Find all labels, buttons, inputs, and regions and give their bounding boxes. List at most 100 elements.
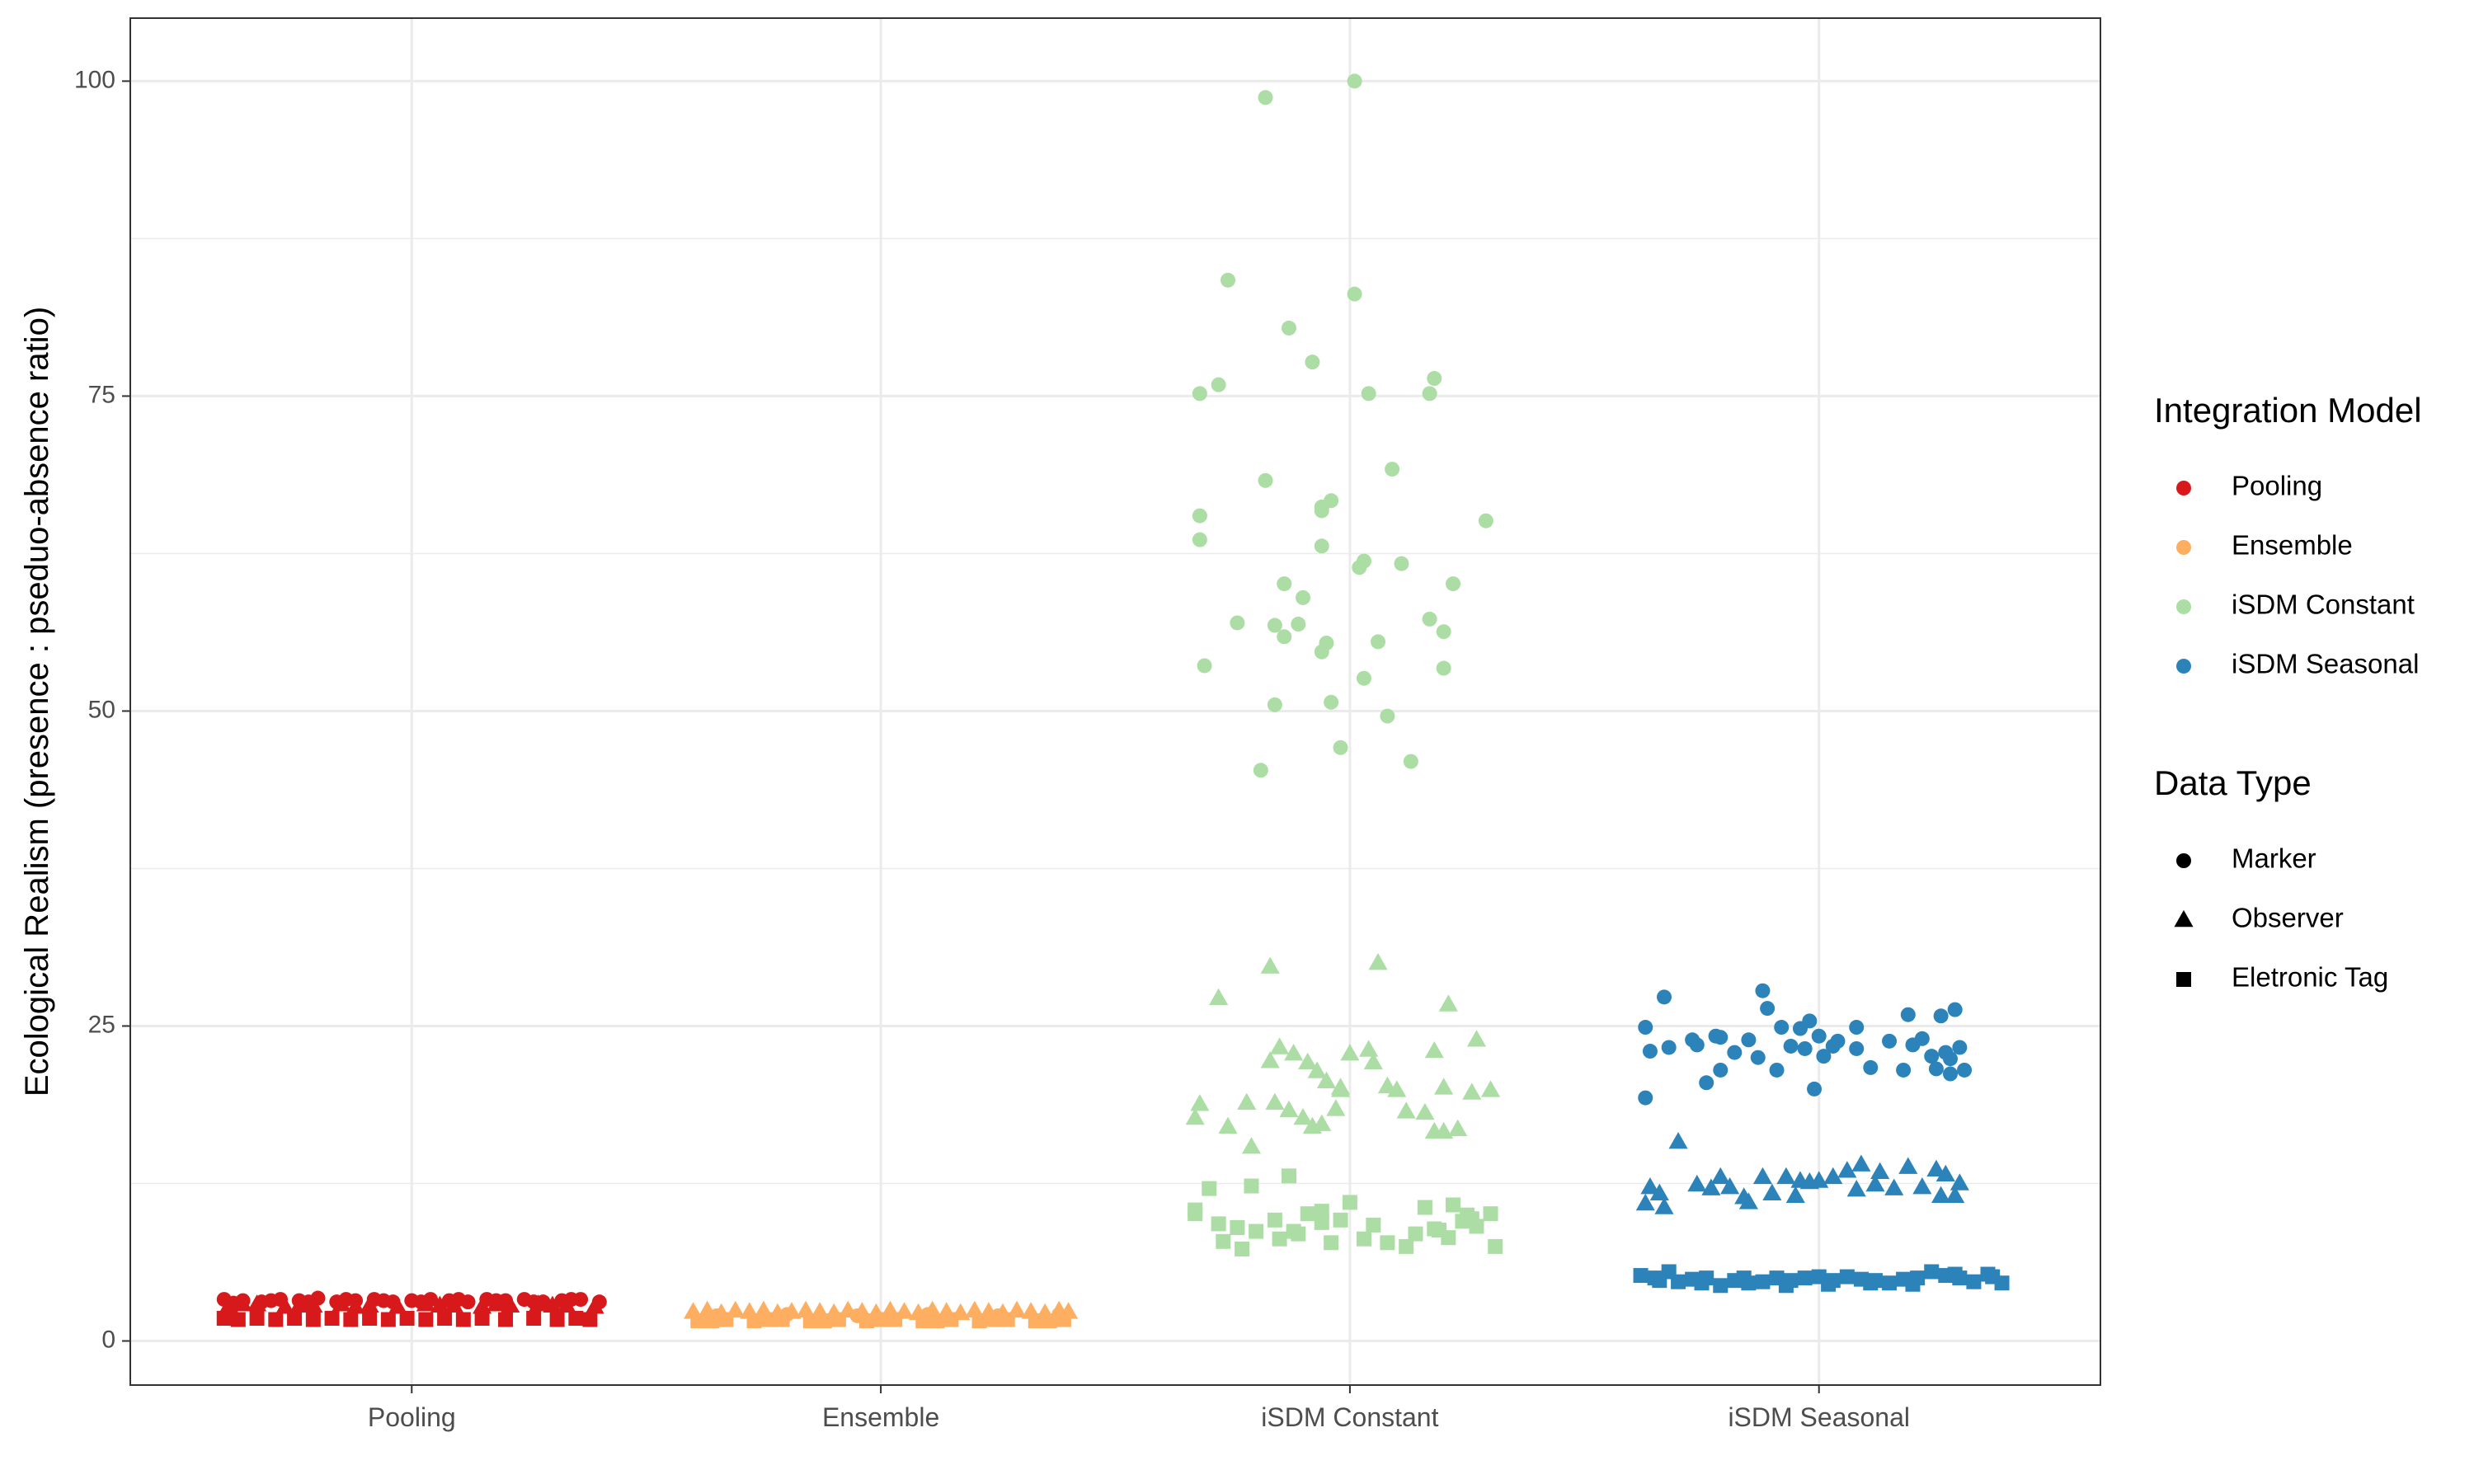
data-point (943, 1312, 959, 1327)
data-point (1424, 1040, 1444, 1059)
data-point (1671, 1274, 1686, 1289)
data-point (543, 1295, 562, 1313)
data-point (1865, 1174, 1885, 1192)
data-point (1785, 1186, 1805, 1204)
data-point (216, 1311, 232, 1327)
data-point (275, 1297, 295, 1314)
data-point (1837, 1161, 1857, 1178)
data-point (1912, 1176, 1932, 1195)
data-point (929, 1313, 945, 1329)
series-pooling-eletronic-tag (216, 1311, 598, 1327)
data-point (1324, 694, 1339, 710)
data-point (1687, 1174, 1707, 1192)
data-point (549, 1312, 565, 1327)
data-point (1230, 615, 1245, 631)
data-point (1202, 1181, 1217, 1196)
data-point (1377, 1076, 1397, 1094)
data-point (1028, 1313, 1043, 1329)
data-point (1950, 1173, 1969, 1190)
data-point (1267, 1212, 1282, 1228)
data-point (585, 1297, 604, 1314)
data-point (1417, 1200, 1432, 1215)
data-point (985, 1312, 1001, 1327)
data-point (1291, 1226, 1306, 1242)
data-point (247, 1294, 267, 1312)
data-point (1436, 660, 1451, 676)
data-point (1272, 1231, 1287, 1247)
data-point (1190, 1094, 1210, 1111)
data-point (1846, 1180, 1866, 1197)
data-point (830, 1312, 846, 1327)
data-point (287, 1311, 303, 1327)
data-point (1314, 538, 1329, 554)
data-point (1277, 629, 1292, 645)
legend-label: iSDM Seasonal (2232, 649, 2419, 679)
data-point (1265, 1092, 1285, 1110)
data-point (1849, 1040, 1865, 1056)
data-point (1928, 1061, 1944, 1077)
data-point (1305, 355, 1320, 370)
data-point (1713, 1278, 1729, 1294)
data-point (1821, 1276, 1837, 1292)
x-tick-label: iSDM Seasonal (1728, 1402, 1910, 1432)
data-point (1945, 1186, 1965, 1204)
data-point (1924, 1049, 1940, 1064)
data-point (1312, 1114, 1332, 1131)
data-point (1985, 1269, 2001, 1284)
grid (130, 18, 2100, 1385)
data-point (1769, 1062, 1785, 1078)
data-point (887, 1312, 903, 1327)
data-point (1363, 1052, 1383, 1070)
data-point (1192, 508, 1207, 524)
data-point (1330, 1080, 1351, 1097)
data-point (1900, 1007, 1916, 1022)
series-isdm-constant-eletronic-tag (1188, 1168, 1503, 1256)
data-point (1279, 1100, 1299, 1118)
data-point (268, 1312, 284, 1327)
data-point (233, 1294, 253, 1312)
y-tick-label: 25 (88, 1011, 115, 1038)
data-point (1448, 1119, 1468, 1137)
data-point (1689, 1037, 1705, 1053)
data-point (1741, 1032, 1757, 1048)
series-isdm-seasonal-marker (1638, 983, 1973, 1106)
data-point (1230, 1219, 1245, 1235)
data-point (1241, 1137, 1262, 1154)
data-point (718, 1312, 734, 1327)
data-point (1649, 1183, 1669, 1200)
data-point (698, 1300, 717, 1318)
data-point (1807, 1081, 1823, 1097)
data-point (1755, 1274, 1771, 1289)
data-point (1839, 1269, 1855, 1284)
data-point (1415, 1102, 1435, 1120)
data-point (802, 1313, 818, 1329)
data-point (1260, 1051, 1280, 1068)
data-point (1755, 983, 1771, 998)
data-point (1762, 1183, 1782, 1200)
data-point (1952, 1040, 1968, 1055)
series-isdm-seasonal-eletronic-tag (1633, 1264, 2010, 1294)
data-point (219, 1295, 238, 1313)
data-point (1333, 740, 1348, 755)
data-point (1797, 1040, 1813, 1056)
data-point (1661, 1040, 1677, 1055)
data-point (529, 1294, 548, 1312)
data-point (1300, 1206, 1315, 1222)
data-point (1396, 1101, 1416, 1119)
data-point (1347, 73, 1362, 89)
data-point (1483, 1206, 1498, 1222)
data-point (1882, 1275, 1898, 1291)
data-point (1750, 1050, 1766, 1065)
y-tick-label: 100 (74, 66, 115, 93)
data-point (568, 1311, 584, 1327)
data-point (1823, 1167, 1843, 1185)
data-points (216, 73, 2010, 1329)
data-point (1668, 1131, 1688, 1149)
data-point (1434, 1078, 1454, 1095)
data-point (501, 1295, 520, 1313)
data-point (1654, 1197, 1674, 1214)
data-point (1270, 1037, 1290, 1054)
data-point (1192, 386, 1207, 402)
x-tick-label: Ensemble (822, 1402, 939, 1432)
data-point (1258, 90, 1273, 106)
